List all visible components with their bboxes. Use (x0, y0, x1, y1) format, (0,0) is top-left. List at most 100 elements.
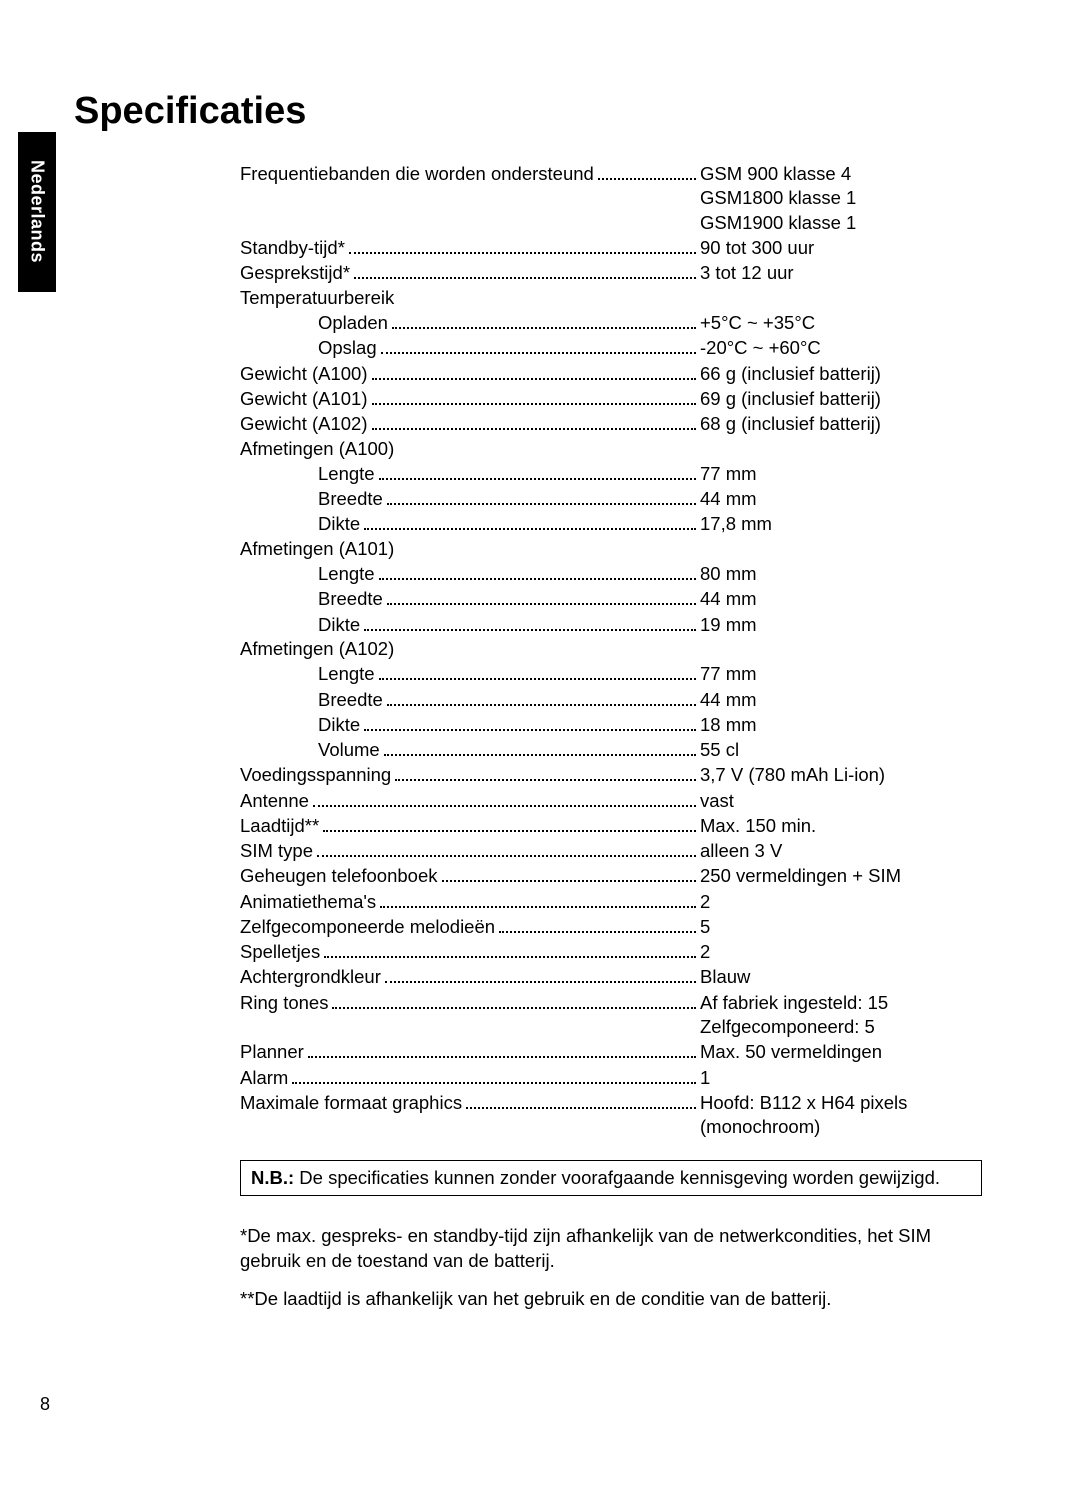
spec-label: Zelfgecomponeerde melodieën (240, 915, 495, 940)
spec-row: Breedte 44 mm (240, 587, 960, 612)
spec-row: Breedte44 mm (240, 687, 960, 712)
spec-label: Lengte (318, 462, 375, 487)
spec-label: Antenne (240, 789, 309, 814)
spec-row: Alarm1 (240, 1065, 960, 1090)
spec-value: 55 cl (700, 738, 960, 763)
spec-label: Animatiethema's (240, 890, 376, 915)
spec-value: Zelfgecomponeerd: 5 (700, 1015, 960, 1040)
spec-value: Max. 150 min. (700, 814, 960, 839)
spec-label: Alarm (240, 1066, 288, 1091)
spec-row: Animatiethema's 2 (240, 889, 960, 914)
spec-row: Lengte 80 mm (240, 562, 960, 587)
spec-value: 5 (700, 915, 960, 940)
language-tab-label: Nederlands (27, 160, 48, 263)
footnote-2: **De laadtijd is afhankelijk van het geb… (240, 1287, 960, 1312)
spec-row: Afmetingen (A101) (240, 537, 960, 562)
spec-row: Zelfgecomponeerd: 5 (240, 1015, 960, 1040)
spec-label: Ring tones (240, 991, 328, 1016)
page-title: Specificaties (74, 90, 1014, 133)
spec-row: Afmetingen (A102) (240, 637, 960, 662)
spec-value: GSM1900 klasse 1 (700, 211, 960, 236)
spec-label: Breedte (318, 688, 383, 713)
spec-value: GSM1800 klasse 1 (700, 186, 960, 211)
spec-row: Dikte 18 mm (240, 712, 960, 737)
spec-row: Gewicht (A101) 69 g (inclusief batterij) (240, 386, 960, 411)
spec-value: Max. 50 vermeldingen (700, 1040, 960, 1065)
spec-value: GSM 900 klasse 4 (700, 162, 960, 187)
language-tab: Nederlands (18, 132, 56, 292)
spec-row: Maximale formaat graphicsHoofd: B112 x H… (240, 1090, 960, 1115)
spec-value: 80 mm (700, 562, 960, 587)
spec-row: AchtergrondkleurBlauw (240, 965, 960, 990)
spec-row: Lengte77 mm (240, 461, 960, 486)
spec-value: 66 g (inclusief batterij) (700, 362, 960, 387)
spec-label: Dikte (318, 713, 360, 738)
spec-row: Dikte 17,8 mm (240, 512, 960, 537)
spec-value: 250 vermeldingen + SIM (700, 864, 960, 889)
spec-value: -20°C ~ +60°C (700, 336, 960, 361)
spec-value: (monochroom) (700, 1115, 960, 1140)
spec-value: 2 (700, 890, 960, 915)
spec-label: Opslag (318, 336, 377, 361)
page-number: 8 (40, 1394, 50, 1415)
spec-label: Lengte (318, 562, 375, 587)
spec-label: Standby-tijd* (240, 236, 345, 261)
note-box-strong: N.B.: (251, 1167, 294, 1188)
spec-row: Afmetingen (A100) (240, 437, 960, 462)
spec-label: Afmetingen (A100) (240, 437, 394, 462)
spec-value: 19 mm (700, 613, 960, 638)
spec-value: 18 mm (700, 713, 960, 738)
spec-label: Geheugen telefoonboek (240, 864, 438, 889)
spec-label: Voedingsspanning (240, 763, 391, 788)
spec-label: Frequentiebanden die worden ondersteund (240, 162, 594, 187)
spec-row: Opslag -20°C ~ +60°C (240, 336, 960, 361)
spec-row: Lengte77 mm (240, 662, 960, 687)
spec-label: Dikte (318, 512, 360, 537)
spec-value: 69 g (inclusief batterij) (700, 387, 960, 412)
spec-value: 68 g (inclusief batterij) (700, 412, 960, 437)
spec-row: (monochroom) (240, 1115, 960, 1140)
spec-row: Temperatuurbereik (240, 286, 960, 311)
spec-row: SIM type alleen 3 V (240, 838, 960, 863)
spec-row: Standby-tijd* 90 tot 300 uur (240, 235, 960, 260)
spec-label: Opladen (318, 311, 388, 336)
spec-label: Afmetingen (A102) (240, 637, 394, 662)
spec-value: 77 mm (700, 662, 960, 687)
spec-label: Gesprekstijd* (240, 261, 350, 286)
spec-label: Breedte (318, 587, 383, 612)
spec-value: Hoofd: B112 x H64 pixels (700, 1091, 960, 1116)
spec-value: 17,8 mm (700, 512, 960, 537)
spec-list: Frequentiebanden die worden ondersteund G… (240, 161, 960, 1140)
spec-value: Af fabriek ingesteld: 15 (700, 991, 960, 1016)
spec-label: Afmetingen (A101) (240, 537, 394, 562)
spec-value: 2 (700, 940, 960, 965)
spec-value: 90 tot 300 uur (700, 236, 960, 261)
spec-label: Gewicht (A102) (240, 412, 368, 437)
spec-value: 3 tot 12 uur (700, 261, 960, 286)
spec-value: +5°C ~ +35°C (700, 311, 960, 336)
note-box-text: De specificaties kunnen zonder voorafgaa… (294, 1167, 940, 1188)
spec-value: Blauw (700, 965, 960, 990)
spec-label: Gewicht (A101) (240, 387, 368, 412)
spec-label: SIM type (240, 839, 313, 864)
spec-label: Spelletjes (240, 940, 320, 965)
spec-row: Breedte44 mm (240, 486, 960, 511)
spec-label: Breedte (318, 487, 383, 512)
spec-row: Gewicht (A102) 68 g (inclusief batterij) (240, 411, 960, 436)
page-content: Specificaties Frequentiebanden die worde… (74, 90, 1014, 1326)
spec-value: 44 mm (700, 587, 960, 612)
spec-row: Opladen +5°C ~ +35°C (240, 310, 960, 335)
spec-label: Gewicht (A100) (240, 362, 368, 387)
spec-label: Temperatuurbereik (240, 286, 394, 311)
spec-row: Laadtijd**Max. 150 min. (240, 813, 960, 838)
footnotes: *De max. gespreks- en standby-tijd zijn … (240, 1224, 960, 1312)
spec-row: Gewicht (A100) 66 g (inclusief batterij) (240, 361, 960, 386)
spec-row: Voedingsspanning3,7 V (780 mAh Li-ion) (240, 763, 960, 788)
spec-row: Volume55 cl (240, 738, 960, 763)
spec-row: PlannerMax. 50 vermeldingen (240, 1040, 960, 1065)
spec-row: Spelletjes 2 (240, 939, 960, 964)
spec-label: Dikte (318, 613, 360, 638)
spec-row: Antennevast (240, 788, 960, 813)
spec-value: alleen 3 V (700, 839, 960, 864)
spec-row: Geheugen telefoonboek 250 vermeldingen + … (240, 864, 960, 889)
